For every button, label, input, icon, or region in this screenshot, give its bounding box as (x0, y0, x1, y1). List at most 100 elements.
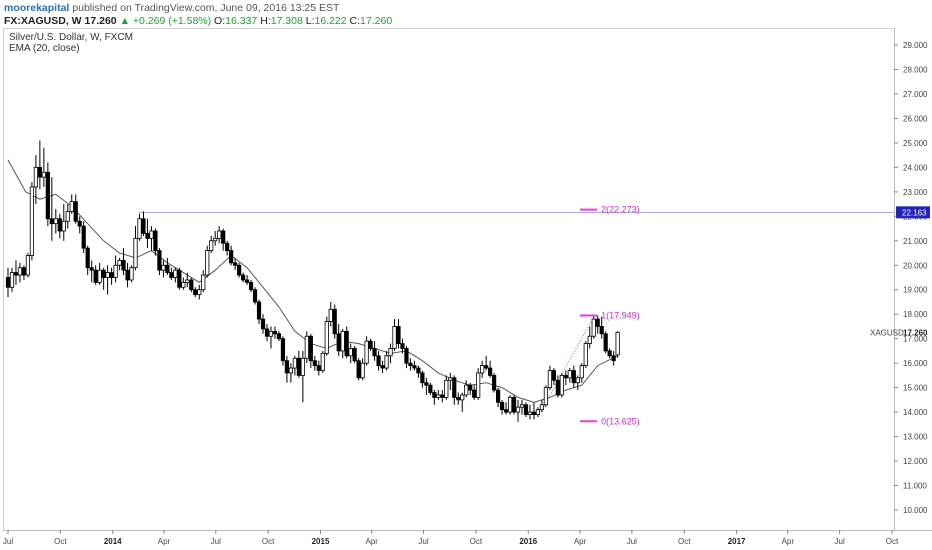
candle[interactable] (125, 262, 130, 288)
candle[interactable] (507, 394, 513, 415)
candle[interactable] (567, 368, 572, 383)
candle[interactable] (165, 257, 170, 276)
candle[interactable] (45, 162, 50, 227)
candle[interactable] (404, 346, 409, 369)
candle[interactable] (209, 235, 214, 254)
candle[interactable] (256, 299, 262, 324)
candle[interactable] (93, 265, 98, 285)
candle[interactable] (61, 204, 66, 241)
candle[interactable] (436, 390, 441, 400)
candle[interactable] (456, 392, 461, 405)
candle[interactable] (252, 287, 258, 305)
candle[interactable] (432, 390, 437, 405)
candle[interactable] (503, 402, 509, 415)
candle[interactable] (523, 402, 529, 417)
candle[interactable] (364, 336, 369, 366)
candle[interactable] (531, 402, 537, 420)
candle[interactable] (113, 255, 118, 283)
candle[interactable] (316, 360, 321, 376)
candle[interactable] (312, 355, 317, 371)
candle[interactable] (280, 336, 286, 366)
candle[interactable] (53, 208, 58, 234)
candle[interactable] (153, 228, 158, 256)
candle[interactable] (225, 240, 230, 256)
candle[interactable] (296, 350, 301, 378)
candle[interactable] (217, 226, 222, 244)
candle[interactable] (579, 363, 584, 383)
candle[interactable] (13, 260, 19, 285)
candle[interactable] (272, 326, 278, 339)
candle[interactable] (555, 375, 560, 398)
candle[interactable] (416, 365, 421, 378)
candle[interactable] (575, 375, 580, 391)
candle[interactable] (177, 267, 182, 290)
candle[interactable] (69, 194, 74, 214)
candle[interactable] (57, 213, 62, 239)
candle[interactable] (25, 253, 31, 278)
candle[interactable] (428, 382, 433, 395)
candle[interactable] (129, 265, 134, 283)
candle[interactable] (559, 372, 564, 398)
candle[interactable] (336, 324, 341, 356)
candle[interactable] (448, 372, 453, 391)
candle[interactable] (308, 333, 313, 369)
candle[interactable] (221, 228, 226, 251)
candle[interactable] (571, 365, 576, 388)
candle[interactable] (591, 316, 596, 339)
candle[interactable] (476, 368, 481, 400)
candle[interactable] (535, 407, 541, 417)
candle[interactable] (551, 368, 556, 386)
candle[interactable] (372, 341, 377, 361)
candle[interactable] (29, 182, 35, 261)
candle[interactable] (468, 382, 473, 395)
candle[interactable] (240, 272, 246, 283)
candle[interactable] (9, 267, 15, 293)
candle[interactable] (611, 350, 616, 366)
candle[interactable] (89, 260, 94, 283)
candle[interactable] (213, 231, 218, 246)
candle[interactable] (49, 177, 54, 241)
candle[interactable] (244, 275, 250, 285)
candle[interactable] (527, 404, 533, 420)
candle[interactable] (41, 147, 46, 187)
candle[interactable] (169, 267, 174, 280)
candle[interactable] (396, 319, 401, 349)
candle[interactable] (543, 385, 549, 408)
candle[interactable] (185, 272, 190, 288)
candle[interactable] (292, 355, 297, 376)
candle[interactable] (452, 375, 457, 405)
candle[interactable] (300, 350, 305, 403)
candle[interactable] (356, 358, 361, 381)
candle[interactable] (21, 265, 27, 280)
candle[interactable] (515, 399, 521, 422)
candle[interactable] (603, 331, 608, 354)
candle[interactable] (173, 267, 178, 283)
legend-instrument[interactable]: Silver/U.S. Dollar, W, FXCM (9, 32, 133, 43)
candle[interactable] (519, 399, 525, 415)
candle[interactable] (607, 348, 612, 359)
legend-indicator[interactable]: EMA (20, close) (9, 43, 80, 54)
candle[interactable] (539, 399, 545, 413)
candle[interactable] (73, 194, 78, 224)
candle[interactable] (157, 248, 162, 276)
candle[interactable] (464, 380, 469, 398)
candle[interactable] (149, 226, 154, 251)
candle[interactable] (248, 279, 254, 293)
candle[interactable] (332, 304, 337, 339)
candle[interactable] (392, 319, 397, 351)
candle[interactable] (511, 394, 517, 415)
candle[interactable] (400, 338, 405, 354)
candle[interactable] (380, 360, 385, 373)
candle[interactable] (412, 360, 417, 371)
candle[interactable] (444, 375, 449, 400)
projection-line[interactable] (537, 316, 595, 418)
candle[interactable] (344, 326, 349, 359)
candle[interactable] (181, 277, 186, 290)
candle[interactable] (109, 267, 114, 285)
candle[interactable] (117, 257, 122, 271)
candle[interactable] (563, 370, 568, 386)
candle[interactable] (324, 316, 329, 356)
candle[interactable] (304, 331, 309, 364)
candle[interactable] (388, 343, 393, 364)
candle[interactable] (85, 245, 90, 276)
